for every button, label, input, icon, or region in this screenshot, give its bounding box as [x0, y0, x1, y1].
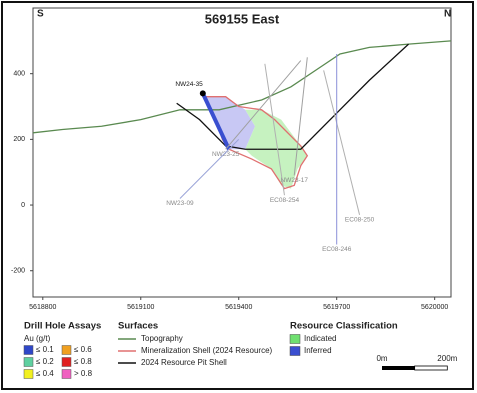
- drill-hole: [264, 63, 285, 196]
- surface-line: [176, 43, 409, 150]
- scale-label: 200m: [437, 354, 457, 363]
- legend-label: ≤ 0.4: [36, 369, 54, 378]
- y-tick-label: 200: [13, 136, 25, 143]
- drill-hole: [179, 139, 240, 199]
- hole-label: EC08-250: [345, 217, 375, 224]
- hole-label: NW23-17: [281, 177, 309, 184]
- legend-swatch: [23, 369, 34, 379]
- legend-swatch: [61, 357, 72, 367]
- scale-bar: [382, 366, 415, 370]
- legend-label: Mineralization Shell (2024 Resource): [141, 346, 273, 355]
- legend-label: 2024 Resource Pit Shell: [141, 358, 227, 367]
- hole-label: NW23-25: [212, 151, 240, 158]
- collar: [199, 90, 206, 97]
- x-tick-label: 5620000: [421, 304, 448, 311]
- x-tick-label: 5618800: [29, 304, 56, 311]
- legend-title: Drill Hole Assays: [24, 321, 101, 332]
- legend-swatch: [61, 369, 72, 379]
- drill-hole: [225, 60, 302, 150]
- scale-bar: [414, 365, 448, 371]
- legend-label: ≤ 0.1: [36, 345, 54, 354]
- drill-hole: [293, 57, 308, 176]
- surface-line: [32, 40, 452, 134]
- legend-label: > 0.8: [74, 369, 93, 378]
- legend-unit: Au (g/t): [24, 334, 51, 343]
- hole-label: NW23-09: [166, 200, 194, 207]
- legend-swatch: [61, 345, 72, 355]
- chart-title: 569155 East: [205, 11, 280, 26]
- x-tick-label: 5619400: [225, 304, 252, 311]
- legend-label: ≤ 0.2: [36, 357, 54, 366]
- legend-label: ≤ 0.8: [74, 357, 92, 366]
- legend-title: Surfaces: [118, 321, 158, 332]
- legend-label: Topography: [141, 334, 183, 343]
- y-tick-label: 0: [21, 202, 25, 209]
- hole-label: NW24-35: [175, 81, 203, 88]
- y-tick-label: 400: [13, 71, 25, 78]
- y-tick-label: -200: [11, 268, 25, 275]
- plot-area: [32, 7, 452, 298]
- drill-hole: [201, 92, 231, 151]
- legend-swatch: [23, 357, 34, 367]
- hole-label: EC08-246: [322, 246, 352, 253]
- scale-label: 0m: [376, 354, 387, 363]
- legend-swatch: [23, 345, 34, 355]
- direction-label: N: [444, 9, 451, 20]
- x-tick-label: 5619100: [127, 304, 154, 311]
- legend-label: Inferred: [304, 346, 332, 355]
- legend-swatch: [289, 346, 301, 356]
- x-tick-label: 5619700: [323, 304, 350, 311]
- drill-hole: [323, 70, 361, 216]
- legend-title: Resource Classification: [290, 321, 398, 332]
- legend-label: Indicated: [304, 334, 336, 343]
- hole-label: EC08-254: [270, 197, 300, 204]
- direction-label: S: [37, 9, 44, 20]
- legend-swatch: [289, 334, 301, 344]
- legend-label: ≤ 0.6: [74, 345, 92, 354]
